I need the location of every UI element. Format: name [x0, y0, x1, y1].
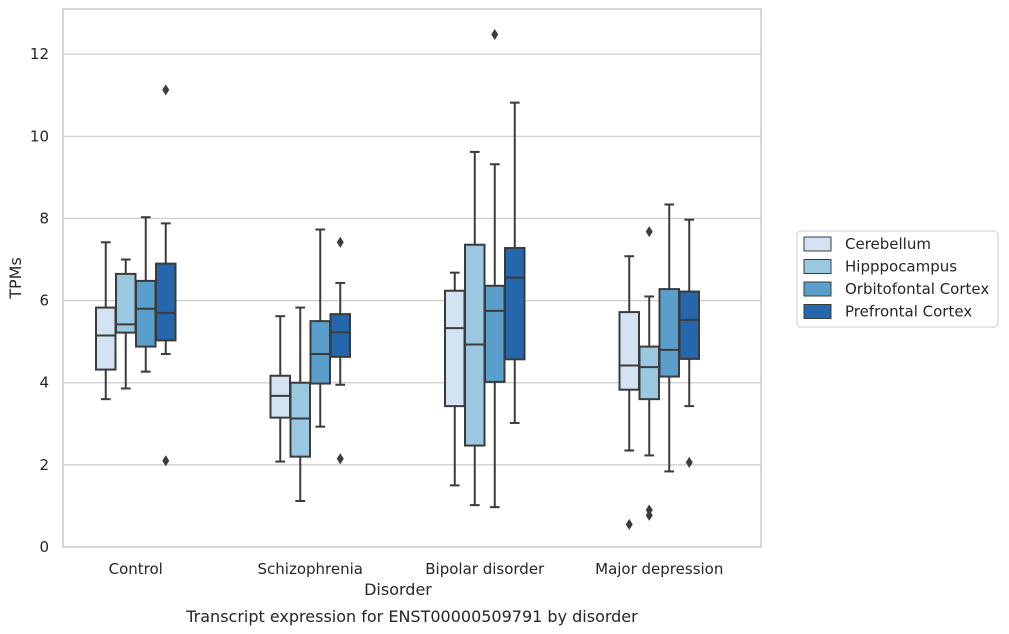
- outlier-point: [685, 456, 693, 468]
- x-tick-label: Schizophrenia: [258, 560, 363, 578]
- iqr-box: [309, 320, 331, 385]
- legend-label: Hipppocampus: [845, 258, 957, 276]
- y-axis-ticks: 0 2 4 6 8 10 12: [30, 45, 49, 556]
- iqr-box: [135, 279, 157, 348]
- boxes: [95, 28, 700, 530]
- legend: Cerebellum Hipppocampus Orbitofontal Corte…: [796, 230, 999, 328]
- outlier-point: [336, 453, 344, 465]
- box-prefrontal-cortex-1: [329, 236, 351, 465]
- box-cerebellum-3: [618, 255, 640, 530]
- legend-swatch: [803, 259, 832, 274]
- x-axis-title: Disorder: [364, 580, 432, 599]
- x-tick-label: Bipolar disorder: [425, 560, 545, 578]
- box-prefrontal-cortex-3: [678, 218, 700, 468]
- iqr-box: [658, 288, 680, 378]
- x-tick-label: Major depression: [595, 560, 723, 578]
- y-tick-label: 6: [39, 292, 49, 310]
- iqr-box: [504, 247, 526, 361]
- legend-swatch: [803, 236, 832, 252]
- y-tick-label: 10: [30, 127, 49, 145]
- iqr-box: [618, 311, 640, 391]
- legend-label: Orbitofontal Cortex: [845, 280, 989, 298]
- y-axis-title: TPMs: [6, 257, 25, 300]
- outlier-point: [162, 84, 170, 96]
- y-tick-label: 12: [30, 45, 49, 63]
- outlier-point: [491, 28, 499, 40]
- outlier-point: [336, 236, 344, 248]
- legend-label: Cerebellum: [845, 235, 931, 253]
- box-hipppocampus-3: [638, 226, 660, 521]
- x-tick-label: Control: [109, 560, 163, 578]
- outlier-point: [645, 509, 653, 521]
- box-cerebellum-1: [269, 315, 291, 463]
- iqr-box: [155, 262, 177, 342]
- box-orbitofontal-cortex-1: [309, 228, 331, 428]
- y-tick-label: 2: [39, 456, 49, 474]
- outlier-point: [162, 455, 170, 467]
- iqr-box: [638, 345, 660, 401]
- x-axis-ticks: Control Schizophrenia Bipolar disorder Majo…: [109, 560, 724, 578]
- plot-frame: [62, 8, 762, 548]
- legend-frame: [796, 230, 999, 328]
- legend-label: Prefrontal Cortex: [845, 303, 972, 321]
- outlier-point: [625, 518, 633, 530]
- box-hipppocampus-1: [289, 306, 311, 503]
- legend-swatch: [803, 304, 832, 319]
- box-prefrontal-cortex-0: [155, 84, 177, 467]
- y-tick-label: 0: [39, 538, 49, 556]
- iqr-box: [444, 289, 466, 408]
- chart-caption: Transcript expression for ENST0000050979…: [185, 607, 638, 626]
- y-tick-label: 8: [39, 209, 49, 227]
- y-tick-label: 4: [39, 374, 49, 392]
- box-cerebellum-0: [95, 241, 117, 401]
- iqr-box: [678, 290, 700, 360]
- box-prefrontal-cortex-2: [504, 101, 526, 424]
- iqr-box: [329, 313, 351, 358]
- iqr-box: [289, 381, 311, 458]
- box-cerebellum-2: [444, 271, 466, 487]
- iqr-box: [484, 284, 506, 383]
- legend-swatch: [803, 281, 832, 297]
- box-orbitofontal-cortex-0: [135, 216, 157, 373]
- iqr-box: [95, 306, 117, 371]
- plot-area: [63, 9, 761, 547]
- outlier-point: [645, 226, 653, 238]
